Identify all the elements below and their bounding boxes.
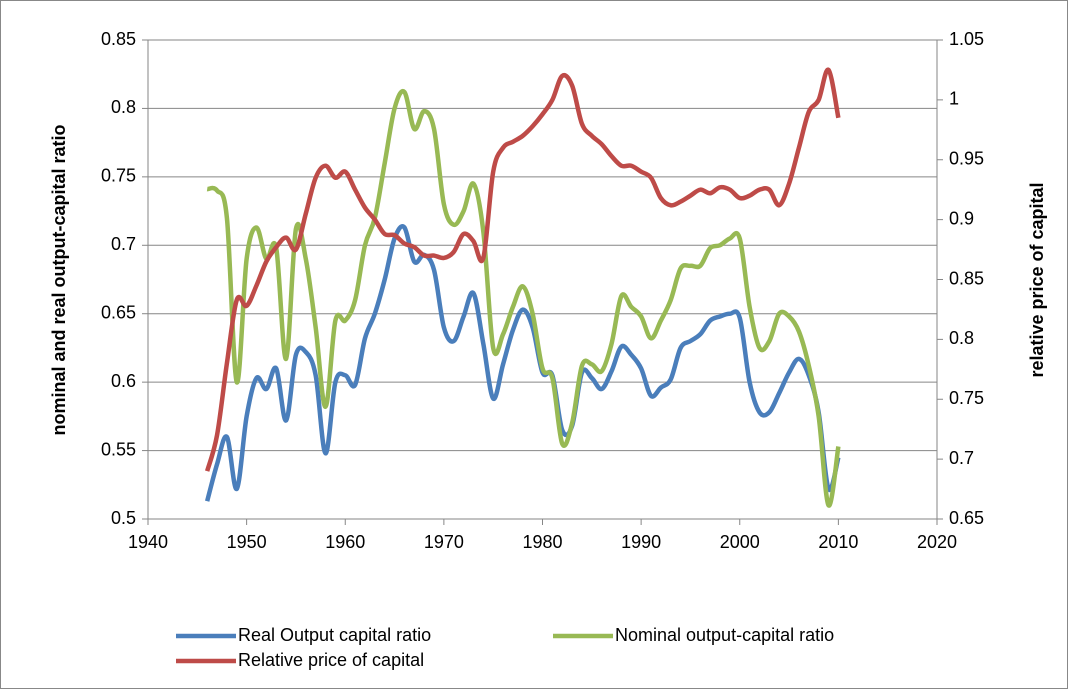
x-tick-label: 1970: [424, 532, 464, 552]
x-tick-label: 1960: [325, 532, 365, 552]
legend-label: Real Output capital ratio: [238, 625, 431, 645]
y2-tick-label: 0.95: [949, 149, 984, 169]
y-tick-label: 0.5: [111, 508, 136, 528]
x-tick-label: 1980: [522, 532, 562, 552]
y2-tick-label: 1.05: [949, 29, 984, 49]
legend-label: Relative price of capital: [238, 650, 424, 670]
x-tick-label: 2010: [818, 532, 858, 552]
y-axis-label: nominal and real output-capital ratio: [49, 124, 69, 435]
series-line: [205, 224, 841, 502]
x-tick-label: 2000: [720, 532, 760, 552]
y-tick-label: 0.75: [101, 166, 136, 186]
y2-axis-label: relative price of capital: [1027, 182, 1047, 377]
y2-tick-label: 0.85: [949, 268, 984, 288]
x-tick-label: 1950: [227, 532, 267, 552]
x-tick-label: 1940: [128, 532, 168, 552]
y2-tick-label: 0.9: [949, 208, 974, 228]
legend-label: Nominal output-capital ratio: [615, 625, 834, 645]
y2-tick-label: 1: [949, 89, 959, 109]
y2-tick-label: 0.65: [949, 508, 984, 528]
y2-tick-label: 0.7: [949, 448, 974, 468]
y-tick-label: 0.65: [101, 302, 136, 322]
y-tick-label: 0.55: [101, 439, 136, 459]
x-tick-label: 2020: [917, 532, 957, 552]
series-line: [205, 67, 841, 472]
x-tick-label: 1990: [621, 532, 661, 552]
y-tick-label: 0.85: [101, 29, 136, 49]
y-tick-label: 0.8: [111, 97, 136, 117]
y-tick-label: 0.7: [111, 234, 136, 254]
y2-tick-label: 0.75: [949, 388, 984, 408]
y-tick-label: 0.6: [111, 371, 136, 391]
y2-tick-label: 0.8: [949, 328, 974, 348]
